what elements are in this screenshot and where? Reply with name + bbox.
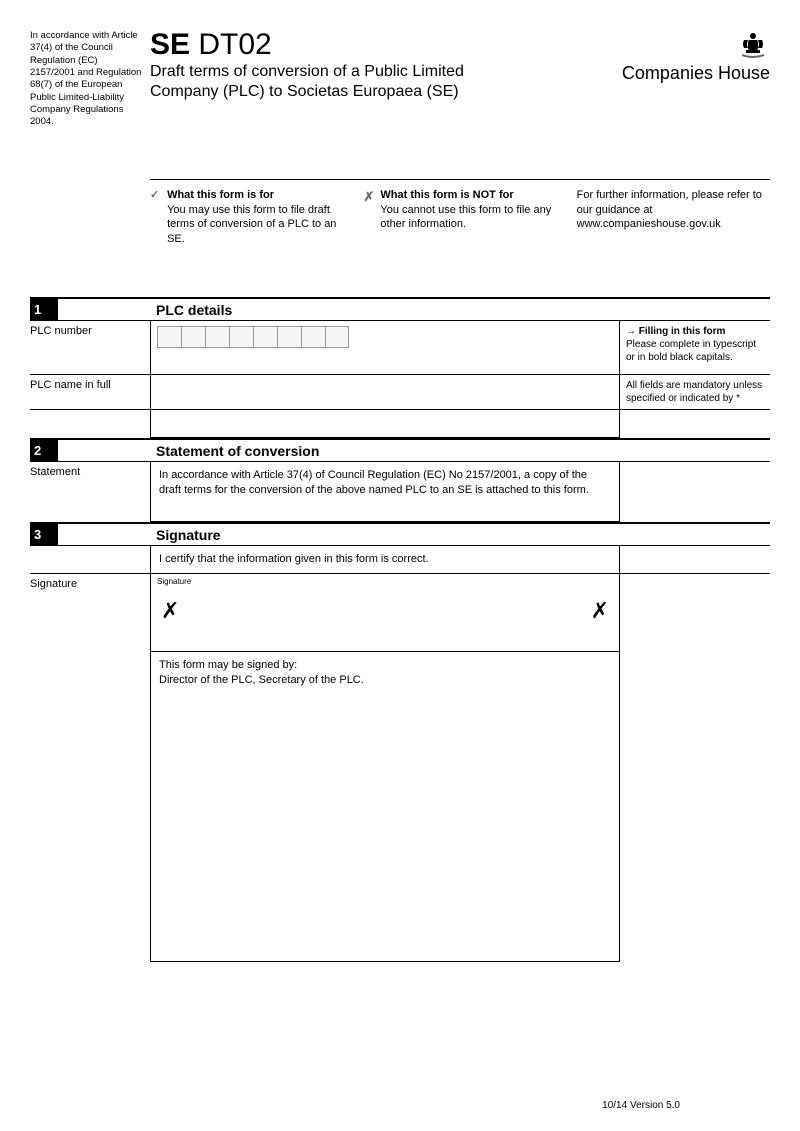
signed-by-row: This form may be signed by: Director of … [30, 652, 770, 962]
signed-by-title: This form may be signed by: [159, 658, 611, 673]
signature-small-label: Signature [157, 577, 191, 588]
section-1-num: 1 [30, 299, 58, 320]
info-for: ✓ What this form is for You may use this… [150, 188, 343, 247]
statement-label: Statement [30, 462, 150, 522]
brand-block: Companies House [590, 30, 770, 84]
code-prefix: SE [150, 28, 190, 61]
statement-row: Statement In accordance with Article 37(… [30, 462, 770, 522]
statement-text: In accordance with Article 37(4) of Coun… [150, 462, 620, 522]
info-row: ✓ What this form is for You may use this… [150, 179, 770, 247]
side-help-2: All fields are mandatory unless specifie… [620, 375, 770, 409]
info-further: For further information, please refer to… [577, 188, 770, 247]
not-body: You cannot use this form to file any oth… [380, 204, 551, 231]
char-box[interactable] [229, 326, 253, 348]
certify-row: I certify that the information given in … [30, 546, 770, 574]
further-link: www.companieshouse.gov.uk [577, 218, 721, 230]
side-fill-title: Filling in this form [639, 326, 726, 337]
char-box[interactable] [277, 326, 301, 348]
signature-field[interactable]: Signature ✗ ✗ [150, 574, 620, 652]
signed-by-block: This form may be signed by: Director of … [150, 652, 620, 962]
section-3-title: Signature [150, 524, 221, 545]
side-fill-body: Please complete in typescript or in bold… [626, 339, 756, 363]
char-box[interactable] [325, 326, 349, 348]
section-1-title: PLC details [150, 299, 232, 320]
title-block: SE DT02 Draft terms of conversion of a P… [150, 30, 590, 102]
plc-name-field-2[interactable] [150, 410, 620, 438]
for-title: What this form is for [167, 188, 340, 203]
crest-icon [736, 30, 770, 61]
regulation-note: In accordance with Article 37(4) of the … [30, 30, 150, 129]
plc-name-row-1: PLC name in full All fields are mandator… [30, 375, 770, 410]
for-body: You may use this form to file draft term… [167, 204, 336, 246]
form-title: Draft terms of conversion of a Public Li… [150, 62, 470, 102]
further-text: For further information, please refer to… [577, 189, 762, 216]
info-not-for: ✗ What this form is NOT for You cannot u… [363, 188, 556, 247]
certify-text: I certify that the information given in … [150, 546, 620, 573]
side-mandatory: All fields are mandatory unless specifie… [626, 380, 762, 404]
plc-name-row-2 [30, 410, 770, 438]
section-2-bar: 2 Statement of conversion [30, 438, 770, 462]
char-box[interactable] [301, 326, 325, 348]
code-suffix: DT02 [198, 28, 271, 61]
char-boxes[interactable] [157, 324, 613, 350]
char-box[interactable] [205, 326, 229, 348]
plc-name-field-1[interactable] [150, 375, 620, 409]
footer-version: 10/14 Version 5.0 [602, 1100, 680, 1111]
plc-number-label: PLC number [30, 321, 150, 374]
plc-name-label: PLC name in full [30, 375, 150, 409]
cross-icon: ✗ [363, 188, 377, 206]
section-3-num: 3 [30, 524, 58, 545]
signature-x-left-icon: ✗ [161, 596, 179, 626]
plc-number-field[interactable] [150, 321, 620, 374]
section-2-num: 2 [30, 440, 58, 461]
arrow-icon: → [626, 326, 636, 337]
tick-icon: ✓ [150, 188, 164, 203]
signature-x-right-icon: ✗ [591, 596, 609, 626]
section-2-title: Statement of conversion [150, 440, 319, 461]
not-title: What this form is NOT for [380, 188, 553, 203]
plc-number-row: PLC number → Filling in this form Please… [30, 321, 770, 375]
section-1-bar: 1 PLC details [30, 297, 770, 321]
section-3-bar: 3 Signature [30, 522, 770, 546]
char-box[interactable] [157, 326, 181, 348]
side-help: → Filling in this form Please complete i… [620, 321, 770, 374]
char-box[interactable] [253, 326, 277, 348]
form-code: SE DT02 [150, 30, 590, 60]
header: In accordance with Article 37(4) of the … [30, 30, 770, 129]
brand-name: Companies House [590, 63, 770, 84]
signature-label: Signature [30, 574, 150, 652]
signed-by-body: Director of the PLC, Secretary of the PL… [159, 673, 611, 688]
char-box[interactable] [181, 326, 205, 348]
signature-row: Signature Signature ✗ ✗ [30, 574, 770, 652]
form-page: In accordance with Article 37(4) of the … [0, 0, 800, 1131]
